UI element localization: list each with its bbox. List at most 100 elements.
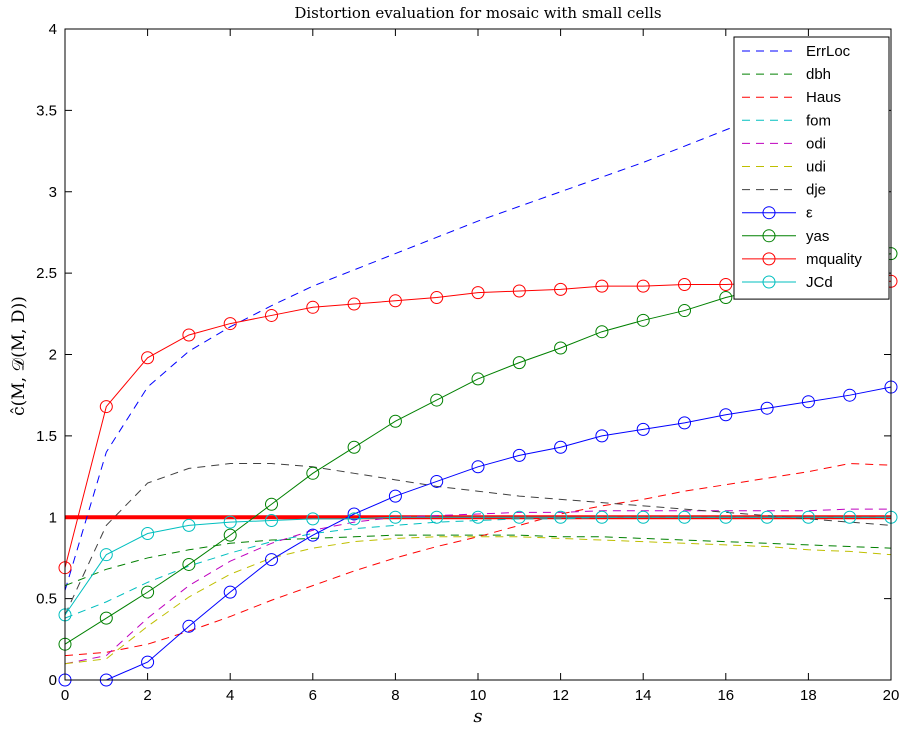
series-point-9 [719, 291, 733, 305]
series-point-8 [760, 401, 774, 415]
x-tick-label: 20 [883, 687, 900, 704]
series-point-8 [182, 619, 196, 633]
legend-marker-9 [762, 229, 776, 243]
series-line-7 [64, 463, 892, 616]
series-point-9 [223, 528, 237, 542]
series-point-9 [471, 372, 485, 386]
series-point-8 [265, 553, 278, 567]
series-line-3 [64, 463, 892, 657]
series-point-9 [512, 356, 526, 370]
plot-area: 0 2 4 6 8 10 12 14 16 18 20 0 0.5 1 1.5 2 2.5 3 3.5 4 ErrLoc… [36, 21, 899, 704]
series-point-10 [471, 286, 485, 300]
series-point-8 [554, 440, 568, 454]
series-point-8 [223, 585, 237, 599]
series-point-8 [141, 655, 155, 669]
legend-entry-2: dbh [806, 66, 831, 83]
series-point-11 [678, 510, 691, 524]
series-point-11 [719, 510, 733, 524]
series-point-8 [512, 448, 526, 462]
series-point-8 [471, 460, 485, 474]
y-tick-label: 0.5 [36, 591, 57, 608]
series-point-10 [223, 317, 237, 331]
series-line-2 [64, 534, 892, 587]
series-point-10 [512, 284, 526, 298]
series-point-9 [595, 325, 609, 339]
series-point-11 [801, 510, 815, 524]
y-tick-label: 3 [49, 184, 57, 201]
series-point-9 [347, 440, 361, 454]
series-point-10 [141, 351, 155, 365]
x-tick-label: 10 [470, 687, 487, 704]
series-point-11 [306, 512, 320, 526]
x-axis-label: s [473, 706, 482, 727]
legend-box [733, 36, 890, 300]
series-point-11 [347, 512, 361, 526]
series-point-10 [719, 278, 733, 292]
legend-entry-9: yas [806, 228, 829, 245]
legend-entry-3: Haus [806, 89, 841, 106]
series-point-11 [99, 548, 113, 562]
series-point-11 [843, 510, 857, 524]
series-point-10 [595, 279, 609, 293]
series-point-8 [595, 429, 609, 443]
chart-title: Distortion evaluation for mosaic with sm… [294, 4, 661, 22]
y-tick-label: 1 [49, 509, 57, 526]
series-point-11 [636, 510, 650, 524]
series-line-5 [64, 508, 891, 665]
y-axis-label: ĉ(M, 𝒟(M, D)) [9, 296, 29, 416]
series-line-8 [65, 386, 892, 681]
series-point-9 [678, 304, 691, 318]
series-point-8 [719, 408, 733, 422]
legend-entry-8: ε [806, 205, 813, 222]
x-tick-label: 4 [226, 687, 234, 704]
series-point-9 [554, 341, 568, 355]
series-point-10 [678, 278, 691, 292]
series-point-9 [182, 557, 196, 571]
y-tick-label: 0 [49, 672, 57, 689]
legend-marker-10 [762, 252, 776, 266]
x-tick-label: 18 [800, 687, 817, 704]
series-point-10 [388, 294, 402, 308]
series-point-10 [182, 328, 196, 342]
series-point-10 [99, 400, 113, 414]
series-point-9 [265, 497, 278, 511]
legend-marker-11 [762, 275, 776, 289]
series-point-8 [306, 528, 320, 542]
x-tick-label: 14 [635, 687, 652, 704]
x-tick-label: 12 [552, 687, 569, 704]
y-tick-label: 3.5 [36, 102, 57, 119]
series-point-10 [636, 279, 650, 293]
series-point-10 [430, 291, 444, 305]
series-point-9 [306, 466, 320, 480]
series-point-11 [182, 518, 196, 532]
series-point-11 [265, 514, 278, 528]
series-line-11 [64, 516, 891, 616]
y-tick-label: 2 [49, 347, 57, 364]
series-layer [58, 69, 898, 687]
series-point-9 [99, 611, 113, 625]
x-tick-label: 0 [61, 687, 69, 704]
series-point-11 [430, 510, 444, 524]
series-point-10 [265, 308, 278, 322]
series-point-8 [347, 507, 361, 521]
legend-entry-11: JCd [806, 274, 833, 291]
legend: ErrLoc dbh Haus fom odi udi dje ε yas mquality JCd [733, 36, 890, 300]
legend-entry-1: ErrLoc [806, 43, 851, 60]
series-point-8 [636, 422, 650, 436]
legend-entry-6: udi [806, 159, 826, 176]
series-point-8 [678, 416, 691, 430]
series-point-9 [430, 393, 444, 407]
series-point-10 [347, 297, 361, 311]
x-tick-label: 16 [717, 687, 734, 704]
series-point-10 [554, 282, 568, 296]
series-point-8 [430, 474, 444, 488]
x-tick-label: 6 [309, 687, 317, 704]
series-point-11 [595, 510, 609, 524]
y-tick-label: 2.5 [36, 265, 57, 282]
legend-entry-7: dje [806, 182, 826, 199]
series-point-9 [636, 313, 650, 327]
series-point-8 [388, 489, 402, 503]
series-point-8 [801, 395, 815, 409]
series-point-9 [388, 414, 402, 428]
